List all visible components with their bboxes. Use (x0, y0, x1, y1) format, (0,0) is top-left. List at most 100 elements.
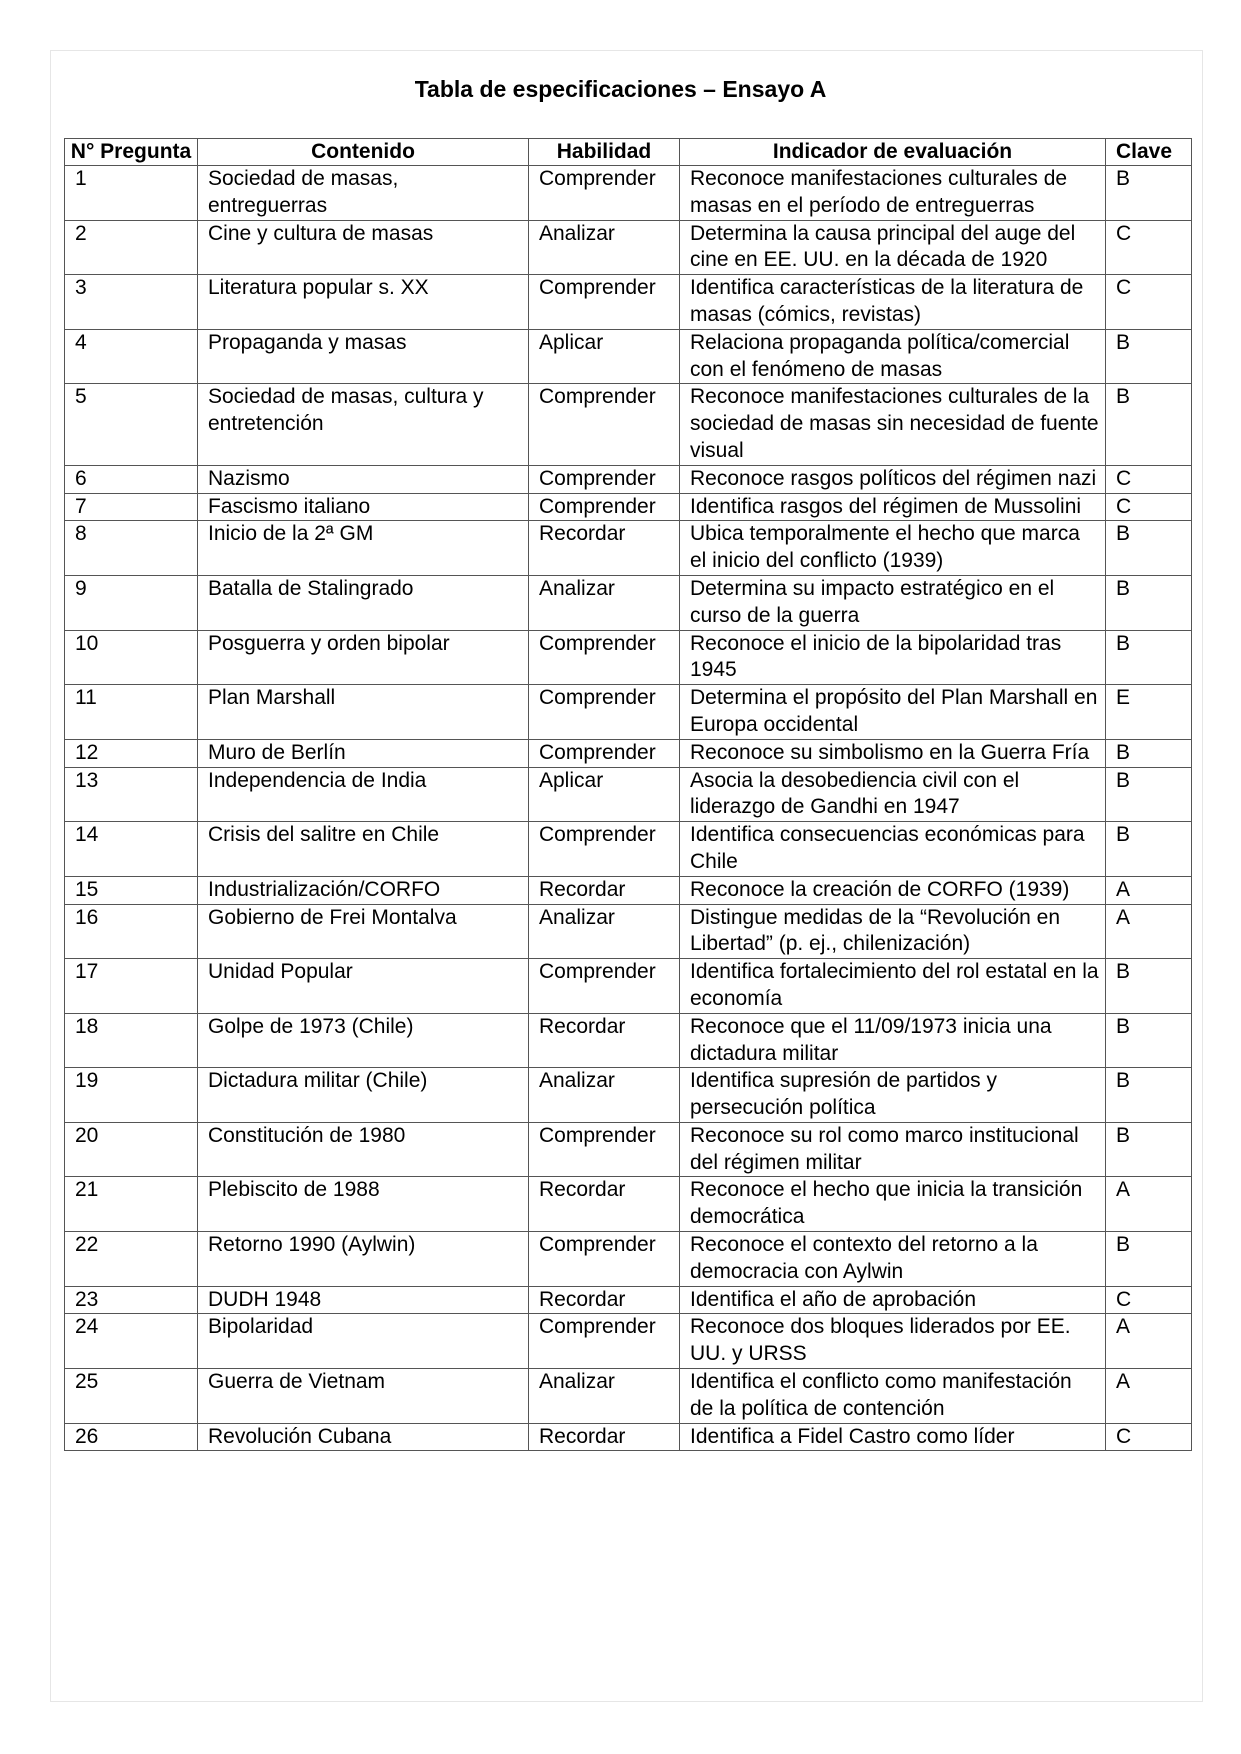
cell-habilidad: Comprender (528, 821, 680, 877)
cell-num: 14 (64, 821, 198, 877)
cell-indicador: Reconoce que el 11/09/1973 inicia una di… (679, 1012, 1106, 1069)
cell-contenido: Sociedad de masas, entreguerras (197, 165, 529, 221)
cell-clave: B (1105, 1067, 1192, 1123)
specifications-table: N° Pregunta Contenido Habilidad Indicado… (64, 138, 1192, 1452)
cell-contenido: Inicio de la 2ª GM (197, 520, 529, 576)
cell-habilidad: Comprender (528, 1313, 680, 1370)
cell-num: 21 (64, 1176, 198, 1233)
cell-num: 1 (64, 165, 198, 221)
table-row: 17 Unidad Popular Comprender Identifica for… (64, 958, 1192, 1014)
cell-habilidad: Analizar (528, 219, 680, 276)
cell-contenido: Fascismo italiano (197, 492, 529, 522)
cell-indicador: Identifica rasgos del régimen de Mussoli… (679, 492, 1106, 522)
cell-habilidad: Comprender (528, 492, 680, 522)
cell-habilidad: Analizar (528, 1368, 680, 1424)
table-row: 26 Revolución Cubana Recordar Identifica a … (64, 1422, 1192, 1452)
cell-habilidad: Comprender (528, 274, 680, 330)
cell-indicador: Reconoce el inicio de la bipolaridad tra… (679, 629, 1106, 686)
cell-clave: A (1105, 875, 1192, 905)
cell-contenido: Plebiscito de 1988 (197, 1176, 529, 1233)
cell-clave: B (1105, 766, 1192, 823)
cell-habilidad: Comprender (528, 464, 680, 494)
table-row: 13 Independencia de India Aplicar Asocia la… (64, 766, 1192, 823)
table-row: 12 Muro de Berlín Comprender Reconoce su si… (64, 738, 1192, 768)
cell-indicador: Determina la causa principal del auge de… (679, 219, 1106, 276)
cell-habilidad: Comprender (528, 684, 680, 740)
cell-clave: A (1105, 1313, 1192, 1370)
cell-clave: E (1105, 684, 1192, 740)
table-row: 7 Fascismo italiano Comprender Identifica r… (64, 492, 1192, 522)
table-row: 10 Posguerra y orden bipolar Comprender Rec… (64, 629, 1192, 686)
cell-contenido: Batalla de Stalingrado (197, 574, 529, 631)
cell-contenido: Cine y cultura de masas (197, 219, 529, 276)
cell-indicador: Identifica fortalecimiento del rol estat… (679, 958, 1106, 1014)
table-header-row: N° Pregunta Contenido Habilidad Indicado… (64, 138, 1192, 166)
cell-indicador: Reconoce manifestaciones culturales de l… (679, 383, 1106, 466)
cell-clave: A (1105, 1368, 1192, 1424)
table-row: 21 Plebiscito de 1988 Recordar Reconoce el … (64, 1176, 1192, 1233)
cell-indicador: Reconoce rasgos políticos del régimen na… (679, 464, 1106, 494)
cell-num: 23 (64, 1285, 198, 1315)
cell-indicador: Identifica a Fidel Castro como líder (679, 1422, 1106, 1452)
table-row: 5 Sociedad de masas, cultura y entretenci… (64, 383, 1192, 466)
table-row: 16 Gobierno de Frei Montalva Analizar Disti… (64, 903, 1192, 960)
cell-num: 7 (64, 492, 198, 522)
table-row: 20 Constitución de 1980 Comprender Reconoce… (64, 1121, 1192, 1178)
cell-num: 10 (64, 629, 198, 686)
cell-contenido: Guerra de Vietnam (197, 1368, 529, 1424)
cell-num: 16 (64, 903, 198, 960)
cell-contenido: DUDH 1948 (197, 1285, 529, 1315)
header-habilidad: Habilidad (528, 138, 680, 166)
cell-clave: C (1105, 1285, 1192, 1315)
cell-num: 12 (64, 738, 198, 768)
table-row: 6 Nazismo Comprender Reconoce rasgos políti… (64, 464, 1192, 494)
cell-indicador: Identifica características de la literat… (679, 274, 1106, 330)
cell-num: 19 (64, 1067, 198, 1123)
cell-num: 15 (64, 875, 198, 905)
cell-indicador: Reconoce la creación de CORFO (1939) (679, 875, 1106, 905)
table-row: 24 Bipolaridad Comprender Reconoce dos bloq… (64, 1313, 1192, 1370)
cell-habilidad: Analizar (528, 574, 680, 631)
cell-indicador: Reconoce dos bloques liderados por EE. U… (679, 1313, 1106, 1370)
table-row: 22 Retorno 1990 (Aylwin) Comprender Reconoc… (64, 1231, 1192, 1287)
cell-indicador: Identifica consecuencias económicas para… (679, 821, 1106, 877)
page-title: Tabla de especificaciones – Ensayo A (414, 76, 827, 102)
cell-clave: B (1105, 383, 1192, 466)
cell-num: 8 (64, 520, 198, 576)
cell-clave: C (1105, 492, 1192, 522)
cell-indicador: Distingue medidas de la “Revolución en L… (679, 903, 1106, 960)
cell-clave: B (1105, 821, 1192, 877)
cell-habilidad: Comprender (528, 1231, 680, 1287)
cell-habilidad: Aplicar (528, 328, 680, 385)
cell-habilidad: Recordar (528, 520, 680, 576)
cell-habilidad: Comprender (528, 738, 680, 768)
cell-num: 6 (64, 464, 198, 494)
cell-clave: C (1105, 464, 1192, 494)
cell-contenido: Industrialización/CORFO (197, 875, 529, 905)
cell-contenido: Posguerra y orden bipolar (197, 629, 529, 686)
cell-num: 9 (64, 574, 198, 631)
cell-num: 24 (64, 1313, 198, 1370)
cell-contenido: Propaganda y masas (197, 328, 529, 385)
cell-indicador: Reconoce el contexto del retorno a la de… (679, 1231, 1106, 1287)
cell-habilidad: Analizar (528, 1067, 680, 1123)
cell-contenido: Constitución de 1980 (197, 1121, 529, 1178)
cell-habilidad: Recordar (528, 875, 680, 905)
cell-clave: B (1105, 1012, 1192, 1069)
cell-contenido: Revolución Cubana (197, 1422, 529, 1452)
cell-num: 3 (64, 274, 198, 330)
cell-habilidad: Recordar (528, 1176, 680, 1233)
cell-habilidad: Aplicar (528, 766, 680, 823)
cell-clave: B (1105, 958, 1192, 1014)
cell-clave: B (1105, 1231, 1192, 1287)
header-num: N° Pregunta (64, 138, 198, 166)
cell-indicador: Ubica temporalmente el hecho que marca e… (679, 520, 1106, 576)
table-row: 1 Sociedad de masas, entreguerras Comprend… (64, 165, 1192, 221)
table-row: 23 DUDH 1948 Recordar Identifica el año de … (64, 1285, 1192, 1315)
cell-contenido: Plan Marshall (197, 684, 529, 740)
cell-habilidad: Comprender (528, 165, 680, 221)
cell-habilidad: Comprender (528, 958, 680, 1014)
cell-clave: B (1105, 520, 1192, 576)
cell-indicador: Identifica el conflicto como manifestaci… (679, 1368, 1106, 1424)
cell-habilidad: Recordar (528, 1422, 680, 1452)
